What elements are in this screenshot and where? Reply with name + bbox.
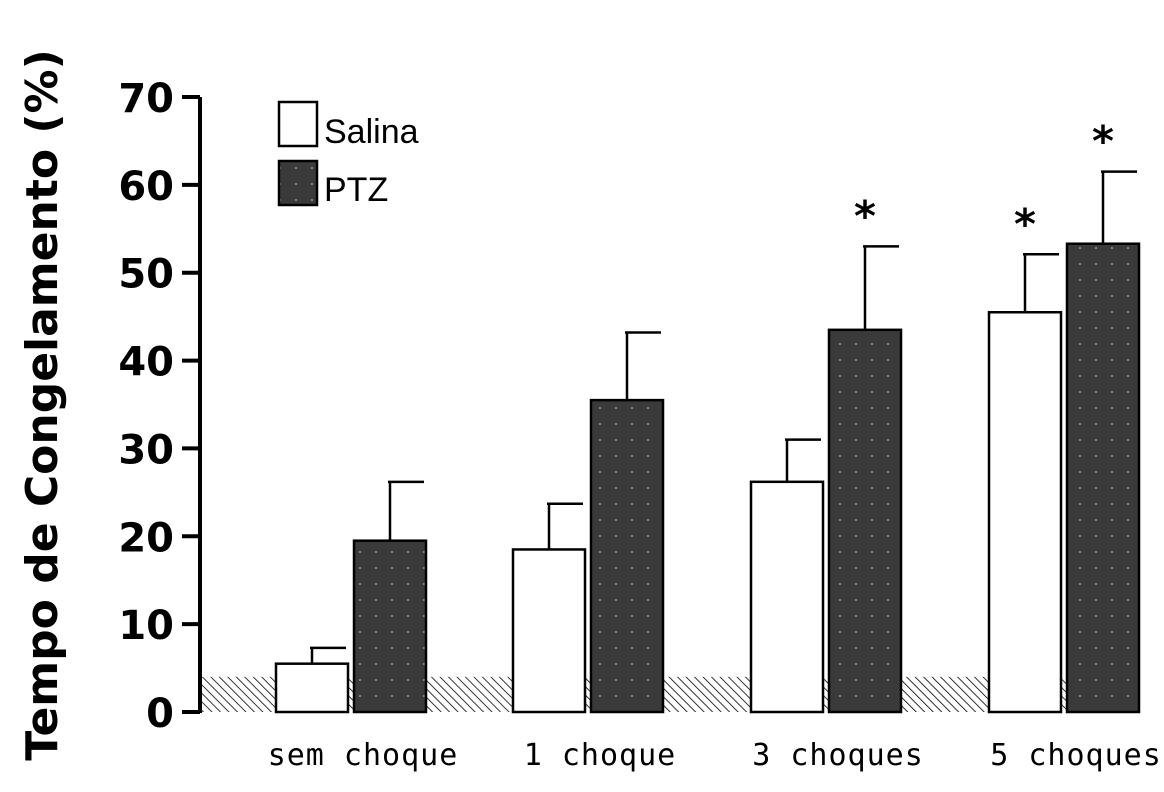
- y-axis-label: Tempo de Congelamento (%): [17, 49, 68, 760]
- significance-markers: * * *: [854, 117, 1114, 249]
- y-tick-label-0: 0: [146, 691, 174, 737]
- y-tick-label-40: 40: [118, 340, 174, 386]
- x-category-label-2: 3 choques: [752, 738, 924, 773]
- bar-ptz-0: [352, 539, 428, 714]
- y-tick-label-10: 10: [118, 603, 174, 649]
- legend-swatch-ptz: [277, 159, 319, 207]
- y-tick-label-20: 20: [118, 515, 174, 561]
- y-tick-label-50: 50: [118, 252, 174, 298]
- y-tick-label-70: 70: [118, 76, 174, 122]
- bars-group: [274, 242, 1141, 714]
- x-category-label-3: 5 choques: [990, 738, 1162, 773]
- legend-label-salina: Salina: [324, 113, 419, 151]
- significance-star-salina-3: *: [1014, 199, 1036, 248]
- significance-star-ptz-3: *: [1092, 117, 1114, 166]
- y-axis: [182, 95, 202, 714]
- x-category-label-1: 1 choque: [524, 738, 677, 773]
- bar-salina-3: [987, 311, 1063, 714]
- x-category-label-0: sem choque: [268, 738, 459, 773]
- x-category-labels: sem choque 1 choque 3 choques 5 choques: [268, 738, 1162, 773]
- y-tick-label-30: 30: [118, 427, 174, 473]
- bar-ptz-3: [1065, 242, 1141, 714]
- bar-salina-0: [274, 662, 350, 714]
- bar-ptz-1: [589, 398, 665, 714]
- legend: Salina PTZ: [277, 100, 419, 209]
- significance-star-ptz-2: *: [854, 191, 876, 240]
- bar-ptz-2: [827, 328, 903, 714]
- error-bars-group: [310, 170, 1137, 664]
- bar-salina-2: [749, 480, 825, 714]
- y-tick-labels: 0 10 20 30 40 50 60 70: [118, 76, 174, 737]
- bar-salina-1: [511, 548, 587, 714]
- legend-swatch-salina: [277, 100, 319, 148]
- legend-label-ptz: PTZ: [324, 171, 388, 209]
- y-tick-label-60: 60: [118, 164, 174, 210]
